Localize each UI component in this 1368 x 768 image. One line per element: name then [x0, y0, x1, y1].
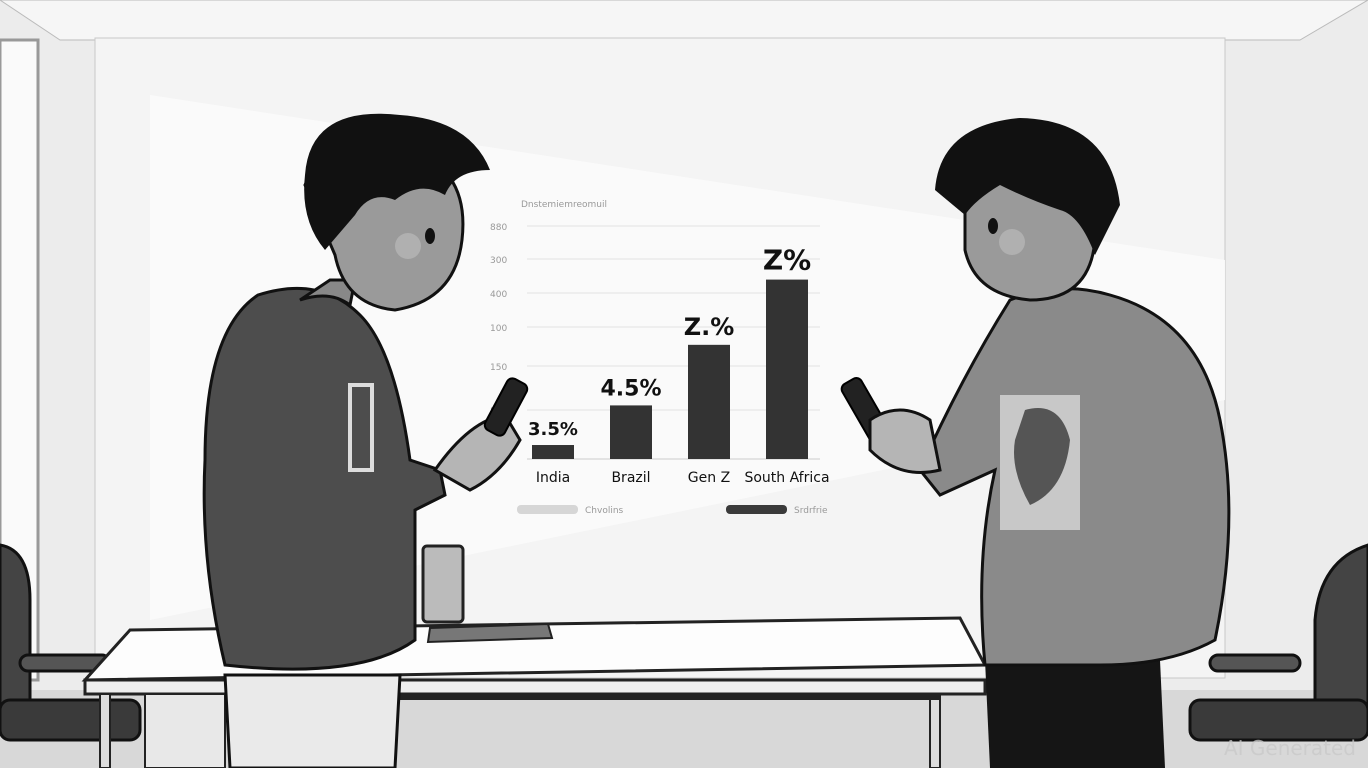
- bar-gen-z: [688, 344, 730, 459]
- x-tick-label: Gen Z: [688, 470, 730, 486]
- y-tick-label: 100: [490, 324, 507, 334]
- phone-left: [483, 377, 529, 437]
- data-label: 4.5%: [600, 376, 661, 401]
- ceiling: [0, 0, 1368, 41]
- hair-right: [935, 118, 1120, 255]
- y-tick-label: 150: [490, 363, 507, 373]
- eye-left: [425, 228, 435, 244]
- cup: [421, 544, 465, 624]
- sweater-left: [202, 286, 447, 671]
- bar-india: [532, 445, 574, 459]
- y-tick-label: 880: [490, 223, 507, 233]
- legend-swatch: [726, 505, 787, 514]
- eye-right: [988, 218, 998, 234]
- data-label: Z%: [763, 244, 811, 277]
- legend-label: Srdrfrie: [794, 506, 828, 516]
- cheek-left: [395, 233, 421, 259]
- pants-right: [985, 660, 1165, 768]
- hair-left: [304, 113, 490, 250]
- chair-right: [1188, 543, 1368, 742]
- map-print-icon: [1014, 408, 1070, 505]
- jeans-left: [223, 673, 402, 768]
- bar-south-africa: [766, 279, 808, 459]
- data-label: Z.%: [684, 313, 735, 341]
- y-tick-label: 300: [490, 256, 507, 266]
- chart-title: Dnstemiemreomuil: [521, 200, 607, 210]
- watermark: AI Generated: [1223, 736, 1356, 760]
- person-left: [202, 113, 529, 768]
- person-right: [840, 118, 1231, 768]
- bar-chart: Dnstemiemreomuil 88030040010015050 3.5%I…: [490, 200, 830, 516]
- legend-label: Chvolins: [585, 506, 624, 516]
- x-tick-label: Brazil: [611, 470, 650, 486]
- data-label: 3.5%: [528, 419, 578, 440]
- x-tick-label: India: [536, 470, 570, 486]
- x-tick-label: South Africa: [744, 470, 829, 486]
- hand-right: [868, 408, 942, 474]
- y-tick-label: 400: [490, 290, 507, 300]
- tablet: [426, 622, 554, 644]
- legend-swatch: [517, 505, 578, 514]
- bar-brazil: [610, 405, 652, 459]
- sweater-logo: [348, 383, 374, 472]
- cheek-right: [999, 229, 1025, 255]
